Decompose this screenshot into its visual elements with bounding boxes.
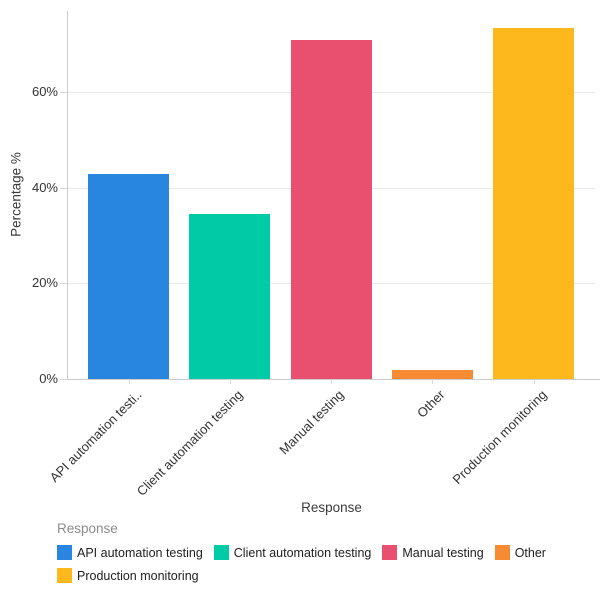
x-tick-mark	[128, 379, 130, 384]
legend-item-api-automation-testing[interactable]: API automation testing	[57, 545, 203, 560]
legend-rows: API automation testing Client automation …	[57, 545, 600, 583]
x-tick-mark	[432, 379, 434, 384]
legend-item-production-monitoring[interactable]: Production monitoring	[57, 568, 199, 583]
bar-other[interactable]	[391, 370, 473, 379]
legend-item-label: Manual testing	[402, 545, 484, 560]
legend-item-label: Other	[514, 545, 546, 560]
legend-swatch-icon	[213, 545, 229, 560]
legend-item-other[interactable]: Other	[494, 545, 546, 560]
y-tick-mark	[60, 187, 68, 189]
bar-api-automation-testing[interactable]	[88, 174, 169, 379]
legend-row: API automation testing Client automation …	[57, 545, 600, 560]
legend-item-manual-testing[interactable]: Manual testing	[382, 545, 484, 560]
y-tick-label: 20%	[31, 275, 58, 291]
legend-row: Production monitoring	[57, 568, 600, 583]
bar-client-automation-testing[interactable]	[189, 214, 271, 379]
legend-swatch-icon	[494, 545, 510, 560]
bar-production-monitoring[interactable]	[493, 28, 575, 379]
legend-swatch-icon	[382, 545, 398, 560]
legend-item-label: API automation testing	[77, 545, 203, 560]
y-tick-mark	[60, 91, 68, 93]
x-axis-title: Response	[301, 500, 362, 515]
y-axis-line	[67, 11, 68, 379]
legend-item-label: Client automation testing	[233, 545, 372, 560]
x-axis-line	[67, 379, 600, 380]
x-tick-mark	[331, 379, 333, 384]
legend-swatch-icon	[57, 545, 72, 560]
y-tick-mark	[60, 379, 68, 380]
y-tick-label: 40%	[31, 179, 58, 195]
y-tick-mark	[60, 283, 68, 285]
legend: Response API automation testing Client au…	[57, 521, 600, 591]
legend-title: Response	[57, 521, 118, 536]
y-tick-label: 0%	[39, 371, 58, 386]
x-tick-mark	[533, 379, 535, 384]
bar-manual-testing[interactable]	[290, 40, 372, 379]
legend-item-label: Production monitoring	[77, 568, 199, 583]
legend-item-client-automation-testing[interactable]: Client automation testing	[213, 545, 372, 560]
legend-swatch-icon	[57, 568, 72, 583]
y-tick-label: 60%	[31, 83, 58, 99]
x-tick-mark	[229, 379, 231, 384]
